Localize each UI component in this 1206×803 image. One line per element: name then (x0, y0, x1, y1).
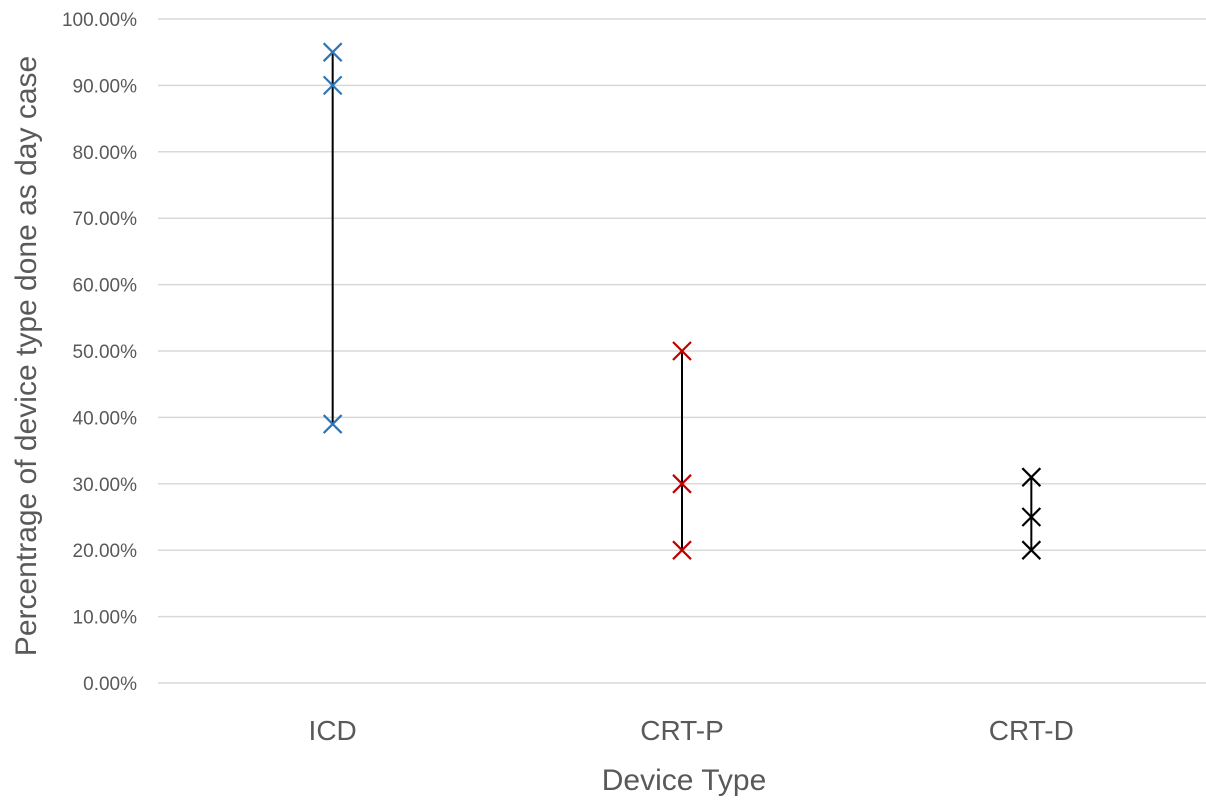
y-tick-label: 90.00% (73, 76, 138, 97)
data-series (322, 42, 1042, 560)
data-point-marker (322, 75, 343, 96)
y-tick-label: 70.00% (73, 209, 138, 230)
y-tick-label: 60.00% (73, 276, 138, 297)
y-tick-label: 50.00% (73, 342, 138, 363)
series-icd (322, 42, 343, 434)
y-tick-label: 100.00% (62, 10, 137, 31)
x-axis-category-labels: ICD CRT-P CRT-D (309, 715, 1074, 746)
data-point-marker (322, 42, 343, 62)
y-tick-label: 20.00% (73, 541, 138, 562)
x-category-label: CRT-D (989, 715, 1074, 746)
y-tick-label: 0.00% (83, 674, 137, 695)
y-tick-label: 40.00% (73, 408, 138, 429)
y-tick-label: 30.00% (73, 475, 138, 496)
data-point-marker (672, 474, 692, 494)
data-point-marker (1021, 507, 1042, 527)
series-crt-p (672, 341, 692, 560)
x-category-label: ICD (309, 715, 357, 746)
x-axis-title: Device Type (602, 764, 767, 797)
data-point-marker (672, 540, 692, 560)
y-tick-label: 10.00% (73, 608, 138, 629)
x-category-label: CRT-P (640, 715, 724, 746)
data-point-marker (672, 341, 692, 361)
y-axis-title: Percentrage of device type done as day c… (10, 56, 43, 656)
data-point-marker (1021, 540, 1042, 560)
data-point-marker (322, 414, 343, 434)
data-point-marker (1021, 467, 1042, 487)
series-crt-d (1021, 467, 1042, 560)
y-tick-label: 80.00% (73, 143, 138, 164)
y-axis-tick-labels: 0.00% 10.00% 20.00% 30.00% 40.00% 50.00% 60.00… (62, 10, 137, 695)
